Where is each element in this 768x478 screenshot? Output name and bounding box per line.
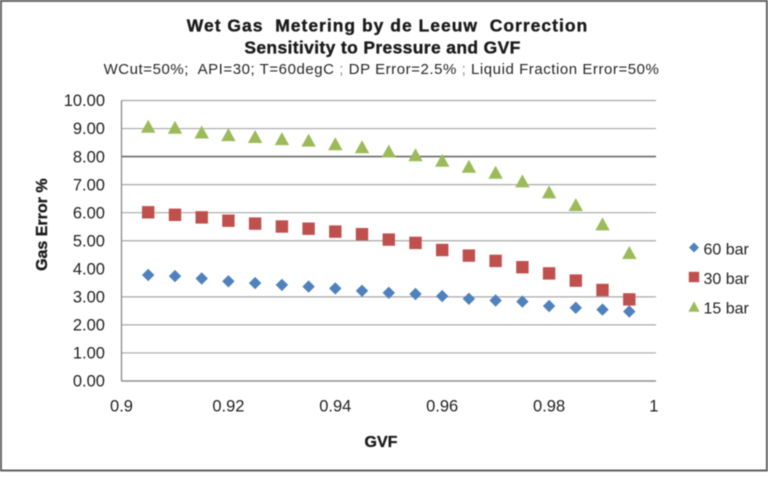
svg-text:0.94: 0.94 — [319, 398, 351, 416]
svg-text:0.98: 0.98 — [533, 398, 565, 416]
svg-text:15 bar: 15 bar — [704, 301, 750, 318]
svg-text:60 bar: 60 bar — [704, 242, 750, 259]
svg-text:3.00: 3.00 — [73, 289, 105, 307]
svg-text:10.00: 10.00 — [64, 92, 105, 110]
svg-text:GVF: GVF — [365, 434, 398, 451]
svg-text:WCut=50%; API=30; T=60degC ;: WCut=50%; API=30; T=60degC ; DP Error=2.… — [104, 61, 660, 78]
svg-text:1.00: 1.00 — [73, 345, 105, 363]
svg-text:0.9: 0.9 — [110, 398, 133, 416]
svg-text:0.00: 0.00 — [73, 373, 105, 391]
svg-text:0.96: 0.96 — [426, 398, 458, 416]
svg-text:8.00: 8.00 — [73, 148, 105, 166]
svg-text:Gas Error %: Gas Error % — [34, 178, 51, 270]
svg-text:0.92: 0.92 — [212, 398, 244, 416]
svg-text:9.00: 9.00 — [73, 120, 105, 138]
svg-text:4.00: 4.00 — [73, 261, 105, 279]
svg-text:2.00: 2.00 — [73, 317, 105, 335]
svg-text:Sensitivity to Pressure and GV: Sensitivity to Pressure and GVF — [244, 38, 520, 58]
svg-text:6.00: 6.00 — [73, 204, 105, 222]
svg-text:Wet Gas Metering by de Leeuw: Wet Gas Metering by de Leeuw Correction — [187, 16, 588, 36]
svg-text:30 bar: 30 bar — [704, 271, 750, 288]
svg-text:7.00: 7.00 — [73, 176, 105, 194]
svg-text:1: 1 — [649, 398, 658, 416]
svg-text:5.00: 5.00 — [73, 232, 105, 250]
